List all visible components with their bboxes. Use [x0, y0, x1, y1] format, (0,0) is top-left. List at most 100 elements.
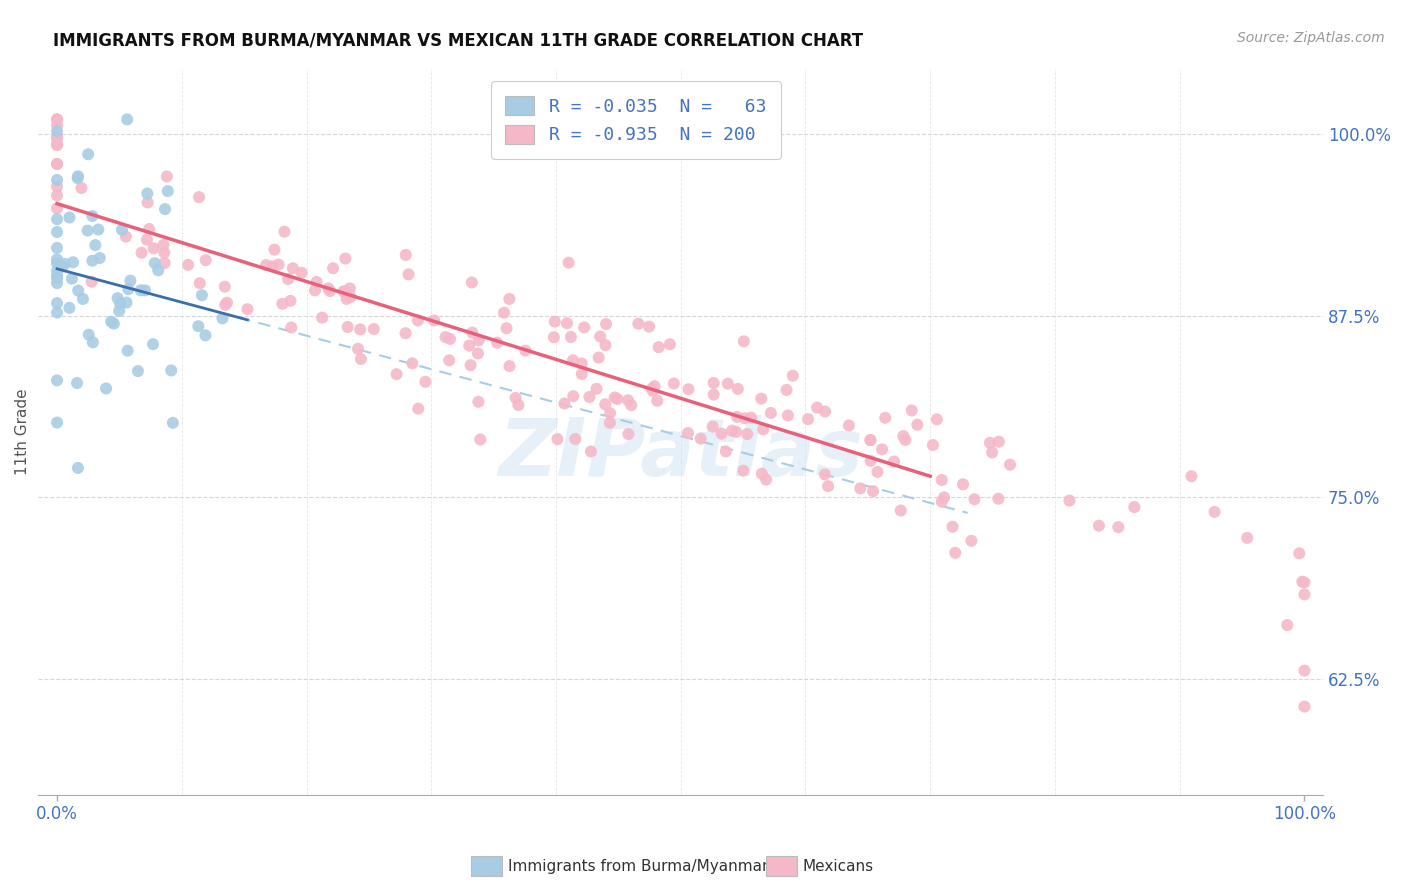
Point	[740, 410, 762, 425]
Point	[84, 238, 107, 252]
Point	[318, 281, 340, 295]
Point	[963, 492, 986, 507]
Point	[80, 275, 103, 289]
Point	[735, 427, 758, 442]
Point	[562, 389, 585, 403]
Point	[304, 283, 326, 297]
Point	[943, 546, 966, 560]
Point	[188, 190, 211, 204]
Point	[662, 376, 685, 391]
Point	[905, 417, 928, 432]
Point	[66, 461, 89, 475]
Point	[599, 416, 621, 430]
Point	[1123, 500, 1146, 514]
Point	[76, 224, 98, 238]
Point	[776, 409, 799, 423]
Point	[332, 285, 354, 299]
Point	[46, 124, 69, 138]
Point	[883, 454, 905, 468]
Point	[153, 245, 176, 260]
Point	[578, 390, 600, 404]
Point	[564, 432, 586, 446]
Point	[755, 473, 778, 487]
Point	[322, 261, 344, 276]
Point	[1277, 618, 1299, 632]
Point	[46, 173, 69, 187]
Point	[470, 433, 492, 447]
Point	[67, 284, 90, 298]
Point	[1236, 531, 1258, 545]
Point	[862, 484, 884, 499]
Point	[415, 375, 437, 389]
Text: Mexicans: Mexicans	[803, 859, 875, 873]
Point	[486, 335, 509, 350]
Point	[267, 258, 290, 272]
Point	[117, 282, 139, 296]
Point	[498, 359, 520, 373]
Point	[641, 382, 664, 396]
Point	[62, 255, 84, 269]
Point	[849, 482, 872, 496]
Point	[339, 281, 361, 295]
Point	[543, 330, 565, 344]
Point	[363, 322, 385, 336]
Point	[1107, 520, 1129, 534]
Point	[46, 296, 69, 310]
Point	[160, 363, 183, 377]
Point	[498, 292, 520, 306]
Point	[588, 351, 610, 365]
Point	[1294, 699, 1316, 714]
Point	[280, 293, 302, 308]
Text: ZIPatlas: ZIPatlas	[498, 415, 863, 492]
Point	[177, 258, 200, 272]
Point	[467, 394, 489, 409]
Point	[46, 157, 69, 171]
Point	[703, 376, 725, 390]
Point	[215, 295, 238, 310]
Y-axis label: 11th Grade: 11th Grade	[15, 389, 30, 475]
Point	[263, 243, 285, 257]
Point	[398, 268, 420, 282]
Point	[53, 257, 76, 271]
Point	[461, 326, 484, 340]
Point	[599, 406, 621, 420]
Point	[900, 403, 922, 417]
Point	[115, 229, 138, 244]
Point	[46, 373, 69, 387]
Point	[46, 252, 69, 267]
Point	[77, 327, 100, 342]
Point	[562, 353, 585, 368]
Point	[46, 212, 69, 227]
Point	[638, 319, 661, 334]
Point	[115, 112, 138, 127]
Point	[641, 384, 664, 398]
Point	[717, 376, 740, 391]
Point	[467, 334, 489, 348]
Point	[571, 356, 593, 370]
Point	[572, 320, 595, 334]
Point	[875, 410, 897, 425]
Point	[127, 364, 149, 378]
Point	[987, 434, 1010, 449]
Point	[1291, 574, 1313, 589]
Point	[733, 334, 755, 349]
Point	[979, 435, 1001, 450]
Point	[142, 241, 165, 255]
Legend: R = -0.035  N =   63, R = -0.935  N = 200: R = -0.035 N = 63, R = -0.935 N = 200	[491, 81, 780, 159]
Point	[406, 313, 429, 327]
Point	[94, 381, 117, 395]
Point	[46, 256, 69, 270]
Point	[492, 306, 515, 320]
Point	[142, 337, 165, 351]
Point	[891, 429, 914, 443]
Point	[557, 256, 579, 270]
Point	[689, 432, 711, 446]
Point	[725, 409, 748, 424]
Point	[724, 425, 747, 439]
Point	[645, 393, 668, 408]
Point	[560, 330, 582, 344]
Point	[461, 276, 484, 290]
Point	[981, 445, 1004, 459]
Point	[505, 391, 527, 405]
Point	[515, 343, 537, 358]
